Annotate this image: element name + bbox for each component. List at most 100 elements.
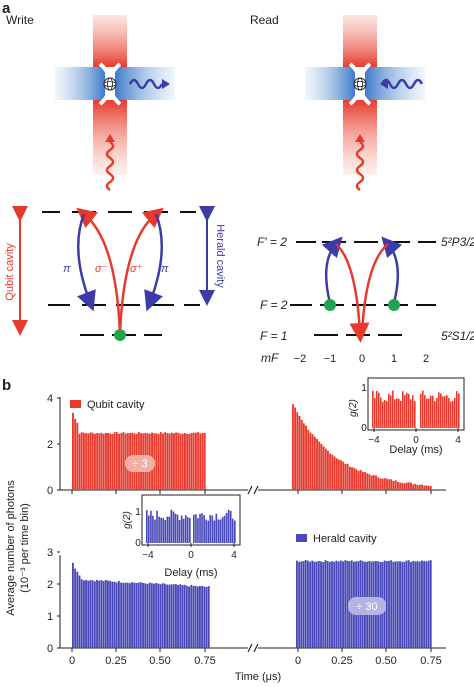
histogram-bar [298, 416, 301, 490]
histogram-bar [188, 586, 190, 648]
x-tick-label: 0.75 [194, 655, 215, 667]
histogram-bar [173, 433, 175, 490]
histogram-bar [335, 458, 338, 490]
histogram-bar [294, 407, 297, 490]
histogram-bar [307, 560, 309, 648]
histogram-bar [126, 582, 129, 648]
histogram-bar [201, 585, 204, 648]
histogram-bar [131, 582, 133, 648]
inset-bar [193, 514, 195, 543]
inset-bar [438, 392, 440, 428]
write-level-diagram: Qubit cavity Herald cavity π π σ⁻ σ⁺ [4, 206, 226, 341]
histogram-bar [307, 429, 310, 490]
histogram-bar [199, 585, 201, 648]
histogram-bar [179, 584, 182, 648]
histogram-bar [390, 560, 393, 648]
read-pi-right [381, 236, 403, 304]
histogram-bar [113, 581, 116, 648]
f-2-label: F = 2 [260, 298, 288, 312]
histogram-bar [181, 585, 184, 648]
mf-values: −2 −1 0 1 2 [294, 353, 429, 365]
histogram-bar [412, 560, 415, 648]
histogram-bar [83, 580, 85, 648]
inset-bar [448, 398, 450, 428]
read-sigma-right [360, 243, 389, 334]
histogram-bar [412, 484, 415, 490]
histogram-bar [74, 568, 77, 648]
histogram-bar [416, 561, 419, 648]
write-red-beam-top [93, 15, 127, 67]
histogram-bar [300, 419, 303, 490]
histogram-bar [339, 560, 342, 648]
inset-bar [458, 393, 460, 428]
y-axis-title: Average number of photons [5, 480, 17, 616]
x-axis-title: Time (μs) [235, 671, 281, 683]
histogram-bar [78, 433, 81, 490]
inset-bar [154, 519, 156, 543]
inset-top-xlabel: Delay (ms) [389, 444, 442, 456]
histogram-bar [137, 582, 140, 648]
atom-state-dot [114, 329, 126, 341]
inset-bar [184, 515, 187, 543]
histogram-bar [362, 471, 364, 490]
inset-y-tick: 0 [361, 423, 367, 434]
histogram-bar [296, 412, 299, 490]
histogram-bar [370, 475, 373, 490]
histogram-bar [85, 433, 88, 490]
histogram-bar [320, 443, 323, 490]
inset-x-tick: 0 [413, 435, 419, 446]
atom-icon [353, 77, 367, 91]
histogram-bar [429, 485, 432, 490]
histogram-bar [72, 412, 74, 490]
inset-x-tick: −4 [142, 550, 154, 561]
histogram-bar [93, 581, 96, 648]
inset-bar [148, 515, 150, 543]
histogram-bar [353, 467, 356, 490]
inset-bar [229, 510, 232, 543]
histogram-bar [302, 423, 305, 490]
inset-bar [454, 398, 456, 428]
histogram-bar [401, 561, 404, 648]
histogram-bar [181, 433, 184, 490]
histogram-bar [405, 482, 408, 490]
histogram-bar [179, 433, 182, 490]
inset-bar [444, 396, 446, 428]
inset-x-tick: 0 [188, 550, 194, 561]
histogram-bar [397, 482, 399, 490]
histogram-bar [162, 433, 164, 490]
histogram-bar [318, 441, 321, 490]
herald-legend-label: Herald cavity [313, 533, 377, 545]
read-blue-photon [380, 78, 424, 90]
histogram-bar [313, 561, 316, 648]
histogram-bar [113, 432, 116, 490]
inset-bar [160, 517, 162, 543]
histogram-bar [388, 560, 390, 648]
histogram-bar [364, 471, 367, 490]
mf-value: −1 [324, 353, 337, 365]
write-blue-cavity-left [55, 67, 105, 100]
histogram-bar [292, 404, 294, 490]
histogram-bar [91, 432, 94, 490]
histogram-bar [155, 433, 158, 490]
histogram-bar [199, 433, 202, 490]
histogram-bar [170, 432, 173, 490]
inset-bar [410, 399, 412, 428]
inset-bar [456, 391, 458, 428]
inset-y-tick: 1 [361, 383, 367, 394]
write-cavity-schematic [55, 15, 175, 192]
histogram-bar [120, 433, 123, 490]
qubit-legend-swatch [70, 400, 81, 408]
histogram-bar [300, 561, 303, 648]
histogram-bar [331, 561, 333, 648]
histogram-bar [96, 579, 98, 648]
inset-bar [225, 513, 228, 543]
inset-bar [205, 519, 207, 543]
histogram-bar [399, 561, 401, 648]
inset-bar [426, 398, 428, 428]
histogram-bar [421, 484, 423, 490]
histogram-bar [133, 582, 136, 648]
histogram-bar [87, 433, 90, 490]
inset-bar [213, 520, 216, 543]
histogram-bar [203, 433, 206, 490]
mf-value: 1 [391, 353, 397, 365]
